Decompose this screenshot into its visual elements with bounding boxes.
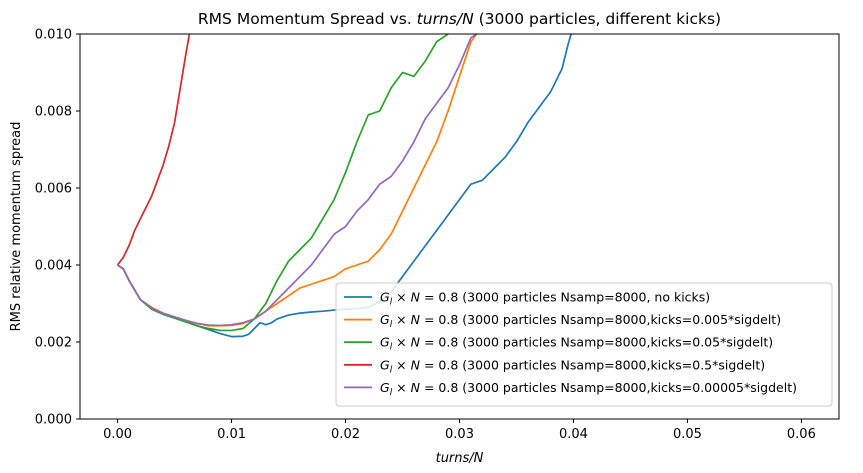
y-tick-label: 0.000 [35,413,72,428]
legend: Gl × N = 0.8 (3000 particles Nsamp=8000,… [336,283,832,406]
x-axis-title: turns/N [436,451,484,466]
x-tick-label: 0.01 [217,427,246,442]
x-tick-label: 0.02 [331,427,360,442]
x-tick-label: 0.04 [559,427,588,442]
chart-title-prefix: RMS Momentum Spread vs. [198,10,417,28]
y-tick-label: 0.006 [35,182,72,197]
chart-title-var: turns/N [417,10,474,28]
y-axis-title-group: RMS relative momentum spread [9,122,24,332]
series-line-2 [118,34,477,326]
x-tick-label: 0.05 [673,427,702,442]
chart-title-suffix: (3000 particles, different kicks) [474,10,721,28]
series-line-5 [118,34,477,325]
x-tick-label: 0.06 [787,427,816,442]
x-axis-ticks: 0.00 0.01 0.02 0.03 0.04 0.05 0.06 [103,419,816,442]
x-tick-label: 0.00 [103,427,132,442]
x-tick-label: 0.03 [445,427,474,442]
chart-title: RMS Momentum Spread vs. turns/N (3000 pa… [198,10,721,28]
series-line-4 [118,34,190,265]
y-tick-label: 0.002 [35,336,72,351]
y-tick-label: 0.004 [35,259,72,274]
y-axis-title: RMS relative momentum spread [9,122,24,332]
y-tick-label: 0.008 [35,105,72,120]
y-tick-label: 0.010 [35,28,72,43]
y-axis-ticks: 0.000 0.002 0.004 0.006 0.008 0.010 [35,28,80,428]
